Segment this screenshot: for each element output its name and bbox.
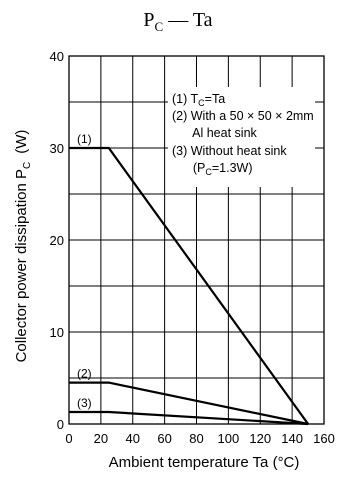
series-line-3 [69, 410, 309, 426]
y-tick-label: 20 [50, 233, 64, 248]
chart-title-sub: C [155, 19, 164, 34]
x-tick-label: 140 [281, 431, 303, 446]
y-tick-label: 10 [50, 325, 64, 340]
x-tick-label: 160 [313, 431, 335, 446]
x-tick-label: 80 [189, 431, 203, 446]
legend-box [168, 87, 315, 187]
series-line-2 [69, 381, 309, 426]
legend-line-2: (2) With a 50 × 50 × 2mm [172, 109, 314, 123]
y-axis-label-main: Collector power dissipation P [13, 169, 30, 362]
x-tick-label: 20 [94, 431, 108, 446]
x-tick-label: 120 [249, 431, 271, 446]
series-label-1: (1) [77, 132, 92, 146]
legend: (1) TC=Ta(2) With a 50 × 50 × 2mm Al hea… [172, 92, 314, 177]
series-label-3: (3) [77, 396, 92, 410]
x-tick-label: 0 [65, 431, 72, 446]
legend-line-1: (1) TC=Ta [172, 92, 225, 108]
series-label-2: (2) [77, 367, 92, 381]
x-tick-label: 100 [218, 431, 240, 446]
series-line-1 [69, 146, 309, 425]
chart-title-rest: — Ta [163, 9, 212, 31]
chart-title: PC — Ta [143, 9, 212, 34]
legend-line-3: Al heat sink [172, 126, 258, 140]
legend-line-5: (PC=1.3W) [172, 161, 252, 177]
plot-frame [68, 55, 325, 425]
series-lines [69, 146, 309, 426]
x-tick-label: 60 [157, 431, 171, 446]
x-axis-label: Ambient temperature Ta (°C) [109, 454, 300, 471]
series-labels: (1) (2) (3) [77, 132, 92, 410]
y-tick-label: 30 [50, 141, 64, 156]
plot-border [68, 55, 325, 425]
legend-line-4: (3) Without heat sink [172, 144, 287, 158]
y-axis-label: Collector power dissipation PC (W) [13, 130, 33, 363]
y-tick-label: 40 [50, 49, 64, 64]
x-tick-label: 40 [126, 431, 140, 446]
y-axis-label-sub: C [22, 162, 33, 169]
chart-title-main: P [143, 9, 154, 31]
y-tick-label: 0 [57, 417, 64, 432]
x-tick-labels: 0 20 40 60 80 100 120 140 160 [65, 431, 334, 446]
y-axis-label-unit: (W) [13, 130, 30, 154]
y-tick-labels: 0 10 20 30 40 [50, 49, 64, 432]
